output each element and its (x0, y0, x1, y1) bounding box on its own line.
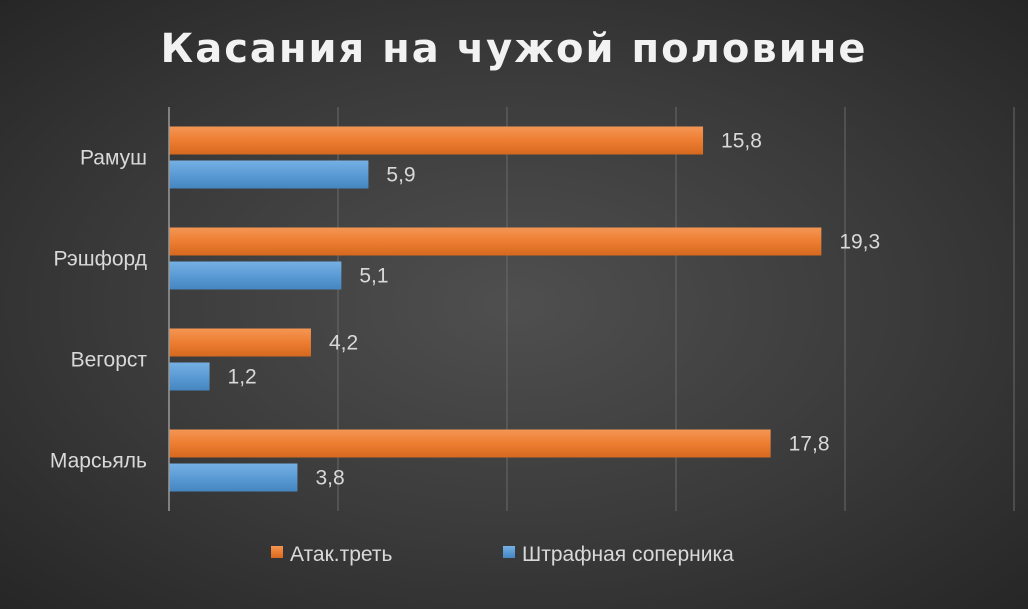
category-label: Рамуш (80, 147, 147, 170)
category-label: Марсьяль (50, 450, 147, 473)
chart-title: Касания на чужой половине (161, 26, 868, 72)
data-label-attack-third-category-4: 17,8 (789, 433, 830, 456)
category-axis-labels: Рамуш Рэшфорд Вегорст Марсьяль (50, 147, 147, 473)
data-label-attack-third-category-1: 15,8 (721, 130, 762, 153)
data-label-attack-third-category-3: 4,2 (329, 332, 358, 355)
plot-area: 15,8 5,9 19,3 5,1 4,2 1,2 17,8 3,8 (169, 126, 880, 492)
bar-opponent-box-category-4 (169, 463, 298, 492)
category-label: Вегорст (71, 349, 148, 372)
bar-attack-third-category-3 (169, 328, 311, 357)
legend-swatch-opponent-box (503, 546, 515, 558)
legend-label-attack-third: Атак.треть (290, 543, 393, 566)
bar-attack-third-category-2 (169, 227, 822, 256)
bar-opponent-box-category-1 (169, 160, 369, 189)
data-label-attack-third-category-2: 19,3 (839, 231, 880, 254)
data-label-opponent-box-category-1: 5,9 (386, 164, 415, 187)
data-label-opponent-box-category-2: 5,1 (359, 265, 388, 288)
legend: Атак.треть Штрафная соперника (271, 543, 734, 566)
bar-opponent-box-category-3 (169, 362, 210, 391)
data-label-opponent-box-category-3: 1,2 (228, 366, 257, 389)
legend-swatch-attack-third (271, 546, 283, 558)
bar-attack-third-category-1 (169, 126, 704, 155)
bar-attack-third-category-4 (169, 429, 771, 458)
data-label-opponent-box-category-4: 3,8 (315, 467, 344, 490)
legend-label-opponent-box: Штрафная соперника (522, 543, 734, 566)
bar-opponent-box-category-2 (169, 261, 342, 290)
category-label: Рэшфорд (53, 248, 147, 271)
